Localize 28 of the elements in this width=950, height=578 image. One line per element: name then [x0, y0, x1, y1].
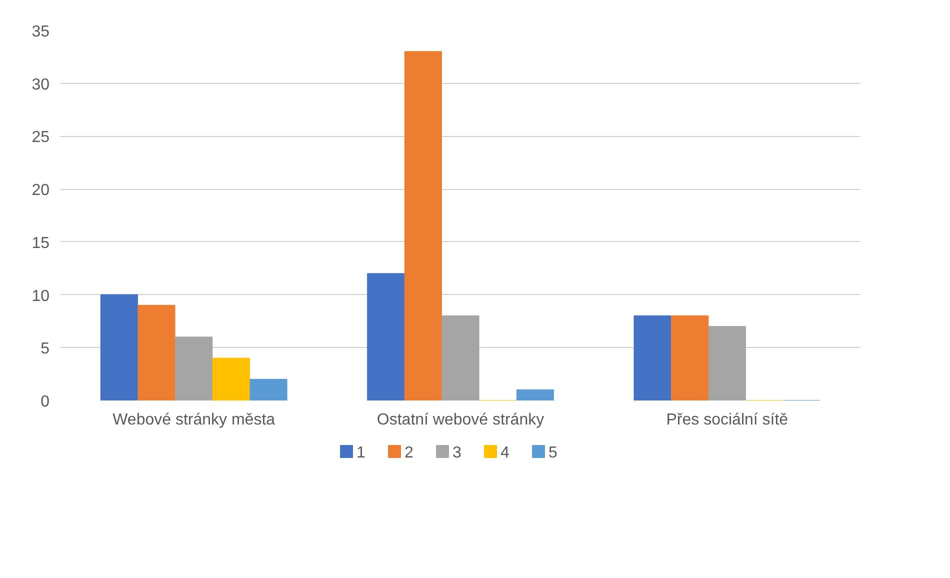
bar: [404, 51, 442, 400]
bar: [212, 358, 250, 400]
x-tick-label: Webové stránky města: [112, 412, 276, 428]
legend-label: 1: [356, 444, 366, 462]
bar: [138, 304, 176, 400]
y-tick-label: 10: [32, 288, 50, 305]
y-tick-label: 0: [40, 394, 50, 410]
bar: [175, 336, 213, 400]
bar: [634, 315, 672, 400]
y-tick-label: 30: [32, 76, 50, 94]
bar: [442, 315, 480, 400]
bar: [671, 315, 709, 400]
y-tick-label: 25: [32, 129, 50, 146]
legend-label: 4: [500, 444, 510, 462]
bar: [100, 294, 138, 400]
x-tick-label: Ostatní webové stránky: [376, 412, 544, 428]
x-tick-label: Přes sociální sítě: [666, 412, 788, 428]
y-tick-label: 5: [40, 340, 50, 358]
y-tick-label: 20: [32, 182, 50, 200]
bar: [516, 389, 554, 400]
bar: [708, 326, 746, 400]
y-tick-label: 15: [32, 234, 50, 252]
legend-label: 5: [548, 444, 558, 462]
bar: [250, 378, 288, 400]
bar: [367, 273, 405, 400]
legend-label: 3: [452, 444, 462, 462]
y-tick-label: 35: [32, 24, 50, 40]
legend-label: 2: [404, 444, 414, 462]
